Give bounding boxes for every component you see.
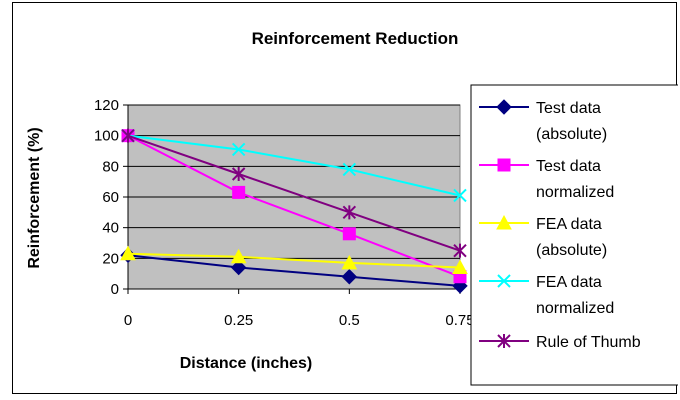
legend: Test data(absolute)Test datanormalizedFE… — [470, 84, 680, 386]
y-tick-label: 100 — [94, 128, 119, 145]
series-line — [127, 134, 461, 197]
series-2 — [120, 245, 468, 275]
legend-entry: FEA data (absolute) — [479, 214, 607, 259]
data-point — [120, 245, 136, 261]
data-point — [232, 185, 246, 199]
chart-title: Reinforcement Reduction — [252, 29, 459, 48]
legend-marker — [496, 214, 512, 230]
legend-label: normalized — [536, 184, 614, 201]
series-line — [127, 134, 461, 252]
legend-label: Test data — [536, 158, 601, 175]
data-point — [231, 167, 246, 181]
y-tick-label: 80 — [102, 158, 119, 175]
y-tick-label: 0 — [111, 281, 119, 298]
x-tick-label: 0.25 — [224, 312, 253, 329]
legend-label: FEA data — [536, 216, 602, 233]
x-tick-label: 0 — [124, 312, 132, 329]
data-point — [341, 254, 358, 270]
data-point — [342, 162, 357, 177]
data-point — [341, 269, 358, 285]
series-4 — [121, 128, 467, 258]
data-point — [121, 128, 135, 143]
x-axis-label: Distance (inches) — [180, 355, 312, 372]
y-tick-label: 40 — [102, 220, 119, 237]
legend-label: (absolute) — [536, 242, 607, 259]
chart-frame: Reinforcement Reduction 0 20 40 60 80 100 120 … — [12, 2, 680, 394]
data-point — [342, 227, 356, 241]
data-point — [342, 205, 357, 220]
legend-marker — [497, 274, 511, 288]
y-tick-label: 120 — [94, 97, 119, 114]
reinforcement-chart: Reinforcement Reduction 020406080100120 … — [26, 29, 680, 386]
legend-marker — [497, 158, 511, 172]
data-point — [231, 142, 246, 157]
y-axis-ticks: 0 20 40 60 80 100 120 — [94, 97, 128, 298]
legend-label: (absolute) — [536, 126, 607, 143]
legend-label: FEA data — [536, 274, 602, 291]
series-line — [127, 134, 461, 278]
y-tick-label: 20 — [102, 250, 119, 267]
legend-entry: Test data normalized — [479, 158, 614, 201]
data-point — [453, 188, 467, 203]
data-point — [452, 259, 468, 275]
legend-label: normalized — [536, 300, 614, 317]
series-line — [127, 252, 461, 269]
legend-label: Rule of Thumb — [536, 334, 641, 351]
legend-entry: Rule of Thumb — [479, 334, 641, 351]
series-layer — [120, 128, 468, 294]
legend-entry: FEA data normalized — [479, 274, 614, 317]
y-tick-label: 60 — [102, 189, 119, 206]
x-axis-ticks: 0 0.25 0.5 0.75 — [124, 289, 475, 329]
x-tick-label: 0.75 — [445, 312, 474, 329]
data-point — [230, 259, 247, 276]
legend-entry: Test data (absolute) — [479, 99, 607, 143]
y-axis-label: Reinforcement (%) — [26, 127, 43, 268]
legend-marker — [496, 99, 512, 115]
series-line — [127, 254, 461, 287]
data-point — [230, 248, 247, 264]
legend-box — [470, 84, 680, 386]
legend-marker — [497, 334, 511, 348]
legend-label: Test data — [536, 100, 601, 117]
data-point — [453, 243, 467, 258]
x-tick-label: 0.5 — [339, 312, 360, 329]
